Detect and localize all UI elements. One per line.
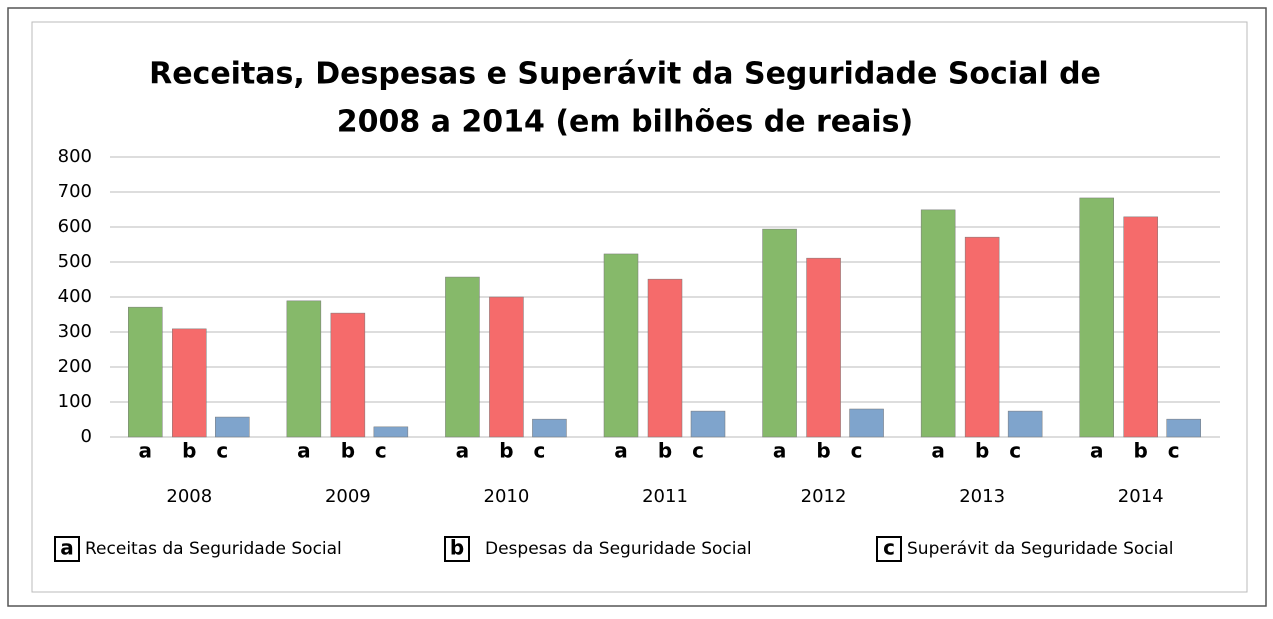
y-tick-label: 400 bbox=[58, 286, 92, 307]
bar-letter: c bbox=[1168, 439, 1180, 463]
outer-frame bbox=[7, 7, 1267, 607]
y-tick-label: 600 bbox=[58, 216, 92, 237]
y-tick-label: 500 bbox=[58, 251, 92, 272]
bar bbox=[172, 328, 207, 438]
bar-letter: b bbox=[499, 439, 513, 463]
bar bbox=[1079, 197, 1114, 438]
bar-letter: c bbox=[533, 439, 545, 463]
bar bbox=[445, 276, 480, 438]
bar-letter: a bbox=[1090, 439, 1104, 463]
bar bbox=[690, 410, 726, 438]
bar bbox=[1123, 216, 1158, 438]
bar bbox=[215, 416, 250, 438]
legend-key: b bbox=[450, 536, 464, 560]
bar bbox=[849, 408, 884, 438]
y-tick-label: 100 bbox=[58, 391, 92, 412]
bar-letter: a bbox=[614, 439, 628, 463]
y-tick-label: 0 bbox=[81, 426, 92, 447]
bar-letter: c bbox=[216, 439, 228, 463]
bar-letter: c bbox=[1009, 439, 1021, 463]
x-tick-label: 2010 bbox=[484, 486, 530, 507]
bar bbox=[964, 236, 1000, 438]
bar bbox=[1007, 410, 1043, 438]
legend-label: Despesas da Seguridade Social bbox=[485, 539, 752, 559]
bar bbox=[373, 426, 409, 438]
bar-letter: c bbox=[375, 439, 387, 463]
x-tick-label: 2014 bbox=[1118, 486, 1164, 507]
bar-letter: b bbox=[182, 439, 196, 463]
bar-letter: b bbox=[816, 439, 830, 463]
bar bbox=[489, 296, 524, 438]
bar-letter: b bbox=[658, 439, 672, 463]
y-tick-label: 200 bbox=[58, 356, 92, 377]
x-tick-label: 2009 bbox=[325, 486, 371, 507]
chart-title: Receitas, Despesas e Superávit da Seguri… bbox=[149, 57, 1101, 92]
bar bbox=[1166, 418, 1201, 438]
y-tick-label: 700 bbox=[58, 181, 92, 202]
legend-label: Superávit da Seguridade Social bbox=[907, 539, 1173, 559]
bar bbox=[330, 312, 366, 438]
legend-key-box bbox=[876, 536, 902, 562]
legend-label: Receitas da Seguridade Social bbox=[85, 539, 342, 559]
bar-letter: a bbox=[297, 439, 311, 463]
bar-letter: b bbox=[341, 439, 355, 463]
bar bbox=[603, 253, 639, 438]
bar bbox=[920, 209, 956, 438]
y-tick-label: 300 bbox=[58, 321, 92, 342]
x-tick-label: 2012 bbox=[801, 486, 847, 507]
bar bbox=[532, 418, 567, 438]
bar-letter: a bbox=[139, 439, 153, 463]
bar bbox=[647, 278, 683, 438]
chart-frame bbox=[31, 21, 1248, 593]
bar-letter: b bbox=[1134, 439, 1148, 463]
x-tick-label: 2013 bbox=[959, 486, 1005, 507]
bar bbox=[128, 306, 163, 438]
bar-letter: a bbox=[456, 439, 470, 463]
bar-letter: a bbox=[773, 439, 787, 463]
legend-key: a bbox=[60, 536, 74, 560]
legend-key-box bbox=[444, 536, 470, 562]
x-tick-label: 2008 bbox=[166, 486, 212, 507]
legend-key-box bbox=[54, 536, 80, 562]
bar-letter: b bbox=[975, 439, 989, 463]
bar bbox=[762, 228, 797, 438]
y-tick-label: 800 bbox=[58, 146, 92, 167]
bar bbox=[806, 257, 841, 438]
bar-letter: c bbox=[851, 439, 863, 463]
bar-letter: a bbox=[931, 439, 945, 463]
chart-title: 2008 a 2014 (em bilhões de reais) bbox=[337, 105, 914, 140]
legend-key: c bbox=[883, 536, 895, 560]
bar-letter: c bbox=[692, 439, 704, 463]
x-tick-label: 2011 bbox=[642, 486, 688, 507]
bar bbox=[286, 300, 322, 438]
